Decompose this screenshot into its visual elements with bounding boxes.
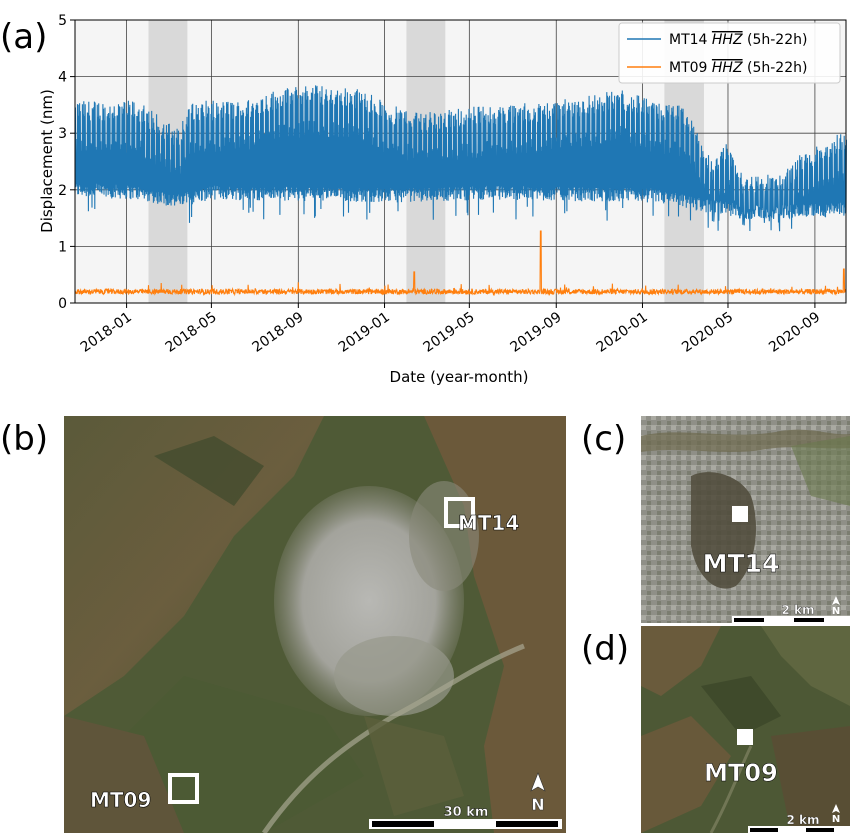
regional-satellite-map: MT14 MT09 N 30 km <box>64 416 566 833</box>
mt09-map-image: MT09 N 2 km <box>641 626 850 833</box>
scale-label: 30 km <box>444 805 489 820</box>
x-tick-label-8: 2020-09 <box>766 309 823 356</box>
site-marker-mt14 <box>444 497 475 528</box>
mt14-map-image: MT14 N 2 km <box>641 416 850 623</box>
plot-frame <box>74 19 847 304</box>
north-label: N <box>531 795 544 814</box>
x-tick-label-0: 2018-01 <box>78 309 135 356</box>
site-label-mt14: MT14 <box>458 511 519 535</box>
y-tick-label-1: 1 <box>58 239 67 255</box>
north-label-c: N <box>832 606 840 617</box>
displacement-chart: 0 1 2 3 4 5 2018-01 2018-05 2018-09 2019-01 2019-… <box>38 13 847 386</box>
legend: MT14 HHZ (5h-22h) MT09 HHZ (5h-22h) <box>618 22 841 84</box>
legend-box <box>618 22 841 84</box>
north-arrow-d: N <box>832 804 840 825</box>
legend-entry-mt09: MT09 HHZ (5h-22h) <box>669 60 807 76</box>
y-ticks: 0 1 2 3 4 5 <box>58 13 75 312</box>
mt14-satellite-map: MT14 N 2 km <box>641 416 850 623</box>
mt09-satellite-map: MT09 N 2 km <box>641 626 850 833</box>
y-tick-label-3: 3 <box>58 126 67 142</box>
north-label-d: N <box>832 814 840 825</box>
y-tick-label-5: 5 <box>58 13 67 29</box>
y-tick-label-4: 4 <box>58 70 67 86</box>
x-tick-label-2: 2018-09 <box>250 309 307 356</box>
scale-label-d: 2 km <box>786 813 819 827</box>
north-arrow: N <box>530 772 546 814</box>
x-tick-label-5: 2019-09 <box>507 309 564 356</box>
y-axis-label: Displacement (nm) <box>38 89 56 233</box>
series-lines <box>74 85 847 297</box>
north-arrow-c: N <box>832 596 840 617</box>
panel-label-d: (d) <box>581 629 630 669</box>
x-tick-label-4: 2019-05 <box>421 309 478 356</box>
x-axis-label: Date (year-month) <box>390 368 529 386</box>
scale-bar-c: 2 km <box>732 603 850 623</box>
y-tick-label-0: 0 <box>58 296 67 312</box>
x-tick-label-3: 2019-01 <box>336 309 393 356</box>
site-label-mt14-zoom: MT14 <box>703 549 780 578</box>
site-label-mt09-zoom: MT09 <box>704 759 778 787</box>
legend-entry-mt14: MT14 HHZ (5h-22h) <box>669 32 807 48</box>
series-line-mt14 <box>74 85 847 232</box>
x-ticks: 2018-01 2018-05 2018-09 2019-01 2019-05 2019-… <box>78 303 823 356</box>
regional-map-image: MT14 MT09 N 30 km <box>64 416 566 833</box>
scale-bar: 30 km <box>369 805 562 829</box>
y-tick-label-2: 2 <box>58 183 67 199</box>
panel-label-c: (c) <box>581 419 627 459</box>
site-marker-mt09-zoom <box>737 729 753 745</box>
site-marker-mt09 <box>168 773 199 804</box>
scale-bar-d: 2 km <box>748 813 850 833</box>
x-tick-label-1: 2018-05 <box>163 309 220 356</box>
panel-label-a: (a) <box>0 17 48 57</box>
site-marker-mt14-zoom <box>732 506 748 522</box>
panel-label-b: (b) <box>0 419 49 459</box>
series-line-mt09 <box>74 230 847 297</box>
scale-label-c: 2 km <box>781 603 814 617</box>
x-tick-label-6: 2020-01 <box>594 309 651 356</box>
site-label-mt09: MT09 <box>90 788 151 812</box>
x-tick-label-7: 2020-05 <box>679 309 736 356</box>
